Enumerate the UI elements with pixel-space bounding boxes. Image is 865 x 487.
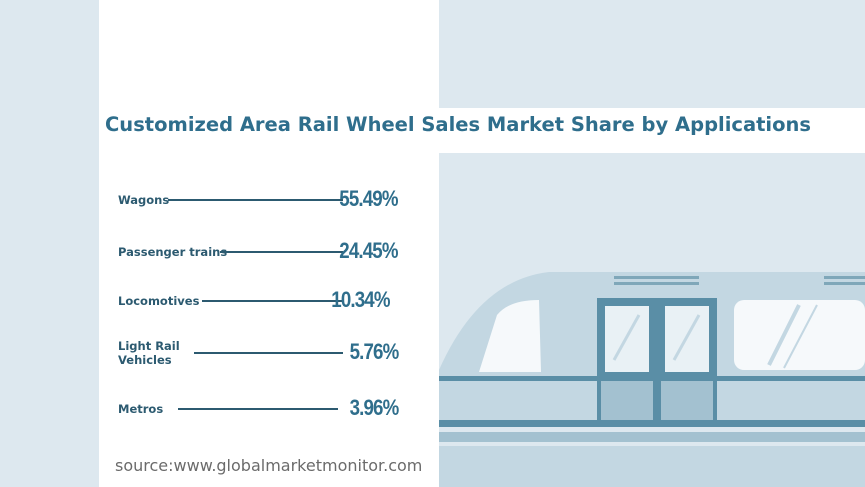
category-label: Wagons <box>118 193 170 207</box>
leader-line <box>220 251 343 253</box>
chart-title: Customized Area Rail Wheel Sales Market … <box>105 113 811 136</box>
share-value-label: 5.76% <box>349 339 399 364</box>
share-row: Metros 3.96% <box>118 389 408 429</box>
share-row: Locomotives 10.34% <box>118 281 408 321</box>
share-row: Light Rail Vehicles 5.76% <box>118 333 408 373</box>
content-panel <box>99 0 439 487</box>
leader-line <box>202 300 343 302</box>
left-background <box>0 0 99 487</box>
train-illustration <box>439 272 865 487</box>
leader-line <box>178 408 338 410</box>
share-row: Passenger trains 24.45% <box>118 232 408 272</box>
category-label: Light Rail Vehicles <box>118 339 180 367</box>
title-band <box>99 108 865 153</box>
category-label: Metros <box>118 402 164 416</box>
share-row: Wagons 55.49% <box>118 180 408 220</box>
category-label: Passenger trains <box>118 245 228 259</box>
source-text: source:www.globalmarketmonitor.com <box>115 456 423 475</box>
leader-line <box>194 352 343 354</box>
share-value-label: 10.34% <box>331 287 391 312</box>
share-value-label: 3.96% <box>349 395 399 420</box>
share-value-label: 55.49% <box>339 186 399 211</box>
category-label: Locomotives <box>118 294 200 308</box>
share-value-label: 24.45% <box>339 238 399 263</box>
leader-line <box>168 199 343 201</box>
